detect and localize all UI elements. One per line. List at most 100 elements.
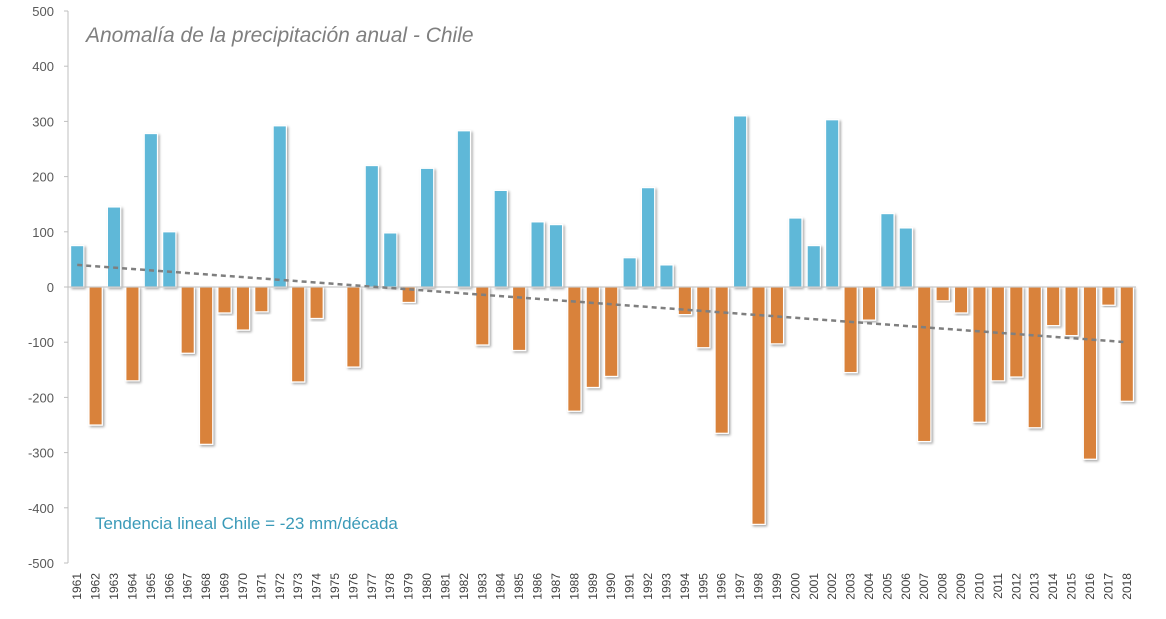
bar-1969: [217, 286, 232, 314]
bar-2014: [1045, 286, 1061, 327]
bar-1971: [254, 286, 269, 313]
y-tick-label: 100: [32, 225, 54, 240]
bar-2013: [1027, 286, 1042, 429]
x-tick-label: 1983: [475, 573, 489, 600]
y-tick-label: 300: [32, 114, 54, 129]
bar-1993: [659, 264, 674, 288]
bar-1970: [235, 286, 251, 331]
x-tick-label: 1980: [420, 573, 434, 600]
bar-2016: [1082, 286, 1098, 460]
y-tick-label: -100: [28, 335, 54, 350]
bar-2010: [972, 286, 987, 423]
bar-2002: [824, 119, 840, 288]
bar-2009: [953, 286, 969, 314]
bar-1967: [180, 286, 195, 354]
x-tick-label: 1972: [273, 573, 287, 600]
x-tick-label: 1994: [678, 573, 692, 600]
x-tick-label: 1962: [89, 573, 103, 600]
x-tick-label: 1963: [107, 573, 121, 600]
bar-1990: [603, 286, 619, 378]
x-tick-label: 1968: [199, 573, 213, 600]
y-tick-label: -400: [28, 501, 54, 516]
x-tick-label: 1967: [181, 573, 195, 600]
y-axis: 500 400 300 200 100 0 -100 -200 -300 -400 -500: [28, 4, 69, 571]
x-tick-label: 1975: [328, 573, 342, 600]
x-tick-label: 1961: [70, 573, 84, 600]
x-tick-label: 2006: [899, 573, 913, 600]
x-tick-label: 2008: [936, 573, 950, 600]
bar-2008: [935, 286, 950, 302]
x-tick-label: 2004: [862, 573, 876, 600]
bar-1986: [530, 221, 545, 288]
x-tick-label: 2003: [844, 573, 858, 600]
bar-1963: [106, 206, 122, 288]
bar-1964: [125, 286, 140, 382]
x-tick-label: 1995: [696, 573, 710, 600]
y-tick-label: 400: [32, 59, 54, 74]
y-tick-label: -300: [28, 446, 54, 461]
bar-1998: [751, 286, 766, 525]
x-tick-label: 1997: [733, 573, 747, 600]
bar-2017: [1101, 286, 1116, 306]
x-tick-label: 1996: [715, 573, 729, 600]
x-tick-label: 1976: [346, 573, 360, 600]
x-tick-label: 2014: [1046, 573, 1060, 600]
x-tick-label: 2018: [1120, 573, 1134, 600]
x-tick-label: 2012: [1009, 573, 1023, 600]
x-tick-label: 1984: [494, 573, 508, 600]
bar-1966: [162, 231, 177, 288]
trend-line: [77, 263, 1127, 344]
x-tick-label: 1990: [604, 573, 618, 600]
x-tick-label: 2010: [972, 573, 986, 600]
x-tick-label: 2015: [1065, 573, 1079, 600]
y-tick-label: 200: [32, 170, 54, 185]
x-tick-label: 1991: [623, 573, 637, 600]
bar-2004: [861, 286, 877, 321]
bar-1973: [290, 286, 306, 383]
x-tick-label: 1973: [291, 573, 305, 600]
trend-annotation: Tendencia lineal Chile = -23 mm/década: [95, 514, 398, 533]
bars: [69, 115, 1135, 525]
x-tick-label: 2007: [917, 573, 931, 600]
bar-1995: [696, 286, 711, 349]
y-tick-label: 0: [47, 280, 54, 295]
bar-1968: [198, 286, 214, 445]
bar-1996: [714, 286, 729, 434]
y-tick-label: -500: [28, 556, 54, 571]
x-tick-label: 1985: [512, 573, 526, 600]
x-tick-label: 2017: [1101, 573, 1115, 600]
x-tick-label: 1999: [770, 573, 784, 600]
bar-1980: [419, 167, 435, 288]
x-tick-label: 1970: [236, 573, 250, 600]
bar-1962: [88, 286, 103, 426]
bar-1992: [640, 187, 656, 288]
bar-1978: [383, 232, 398, 288]
x-tick-label: 2016: [1083, 573, 1097, 600]
x-tick-label: 1979: [402, 573, 416, 600]
x-tick-label: 1981: [438, 573, 452, 600]
x-axis: 1961 1962 1963 1964 1965 1966 1967 1968 1969 1970…: [70, 573, 1134, 600]
bar-1997: [732, 115, 748, 288]
bar-2001: [806, 245, 821, 288]
x-tick-label: 1993: [659, 573, 673, 600]
bar-1987: [548, 224, 564, 288]
x-tick-label: 2009: [954, 573, 968, 600]
x-tick-label: 2001: [807, 573, 821, 600]
x-tick-label: 2011: [991, 573, 1005, 599]
y-tick-label: 500: [32, 4, 54, 19]
bar-1972: [272, 125, 287, 288]
x-tick-label: 1964: [125, 573, 139, 600]
bar-2015: [1064, 286, 1079, 337]
bar-2007: [917, 286, 932, 443]
x-tick-label: 1971: [254, 573, 268, 600]
bar-1984: [493, 189, 508, 288]
bar-1976: [346, 286, 361, 368]
x-tick-label: 1982: [457, 573, 471, 600]
bar-2018: [1119, 286, 1135, 402]
x-tick-label: 2013: [1028, 573, 1042, 600]
x-tick-label: 1966: [162, 573, 176, 600]
x-tick-label: 1977: [365, 573, 379, 600]
bar-2005: [880, 212, 895, 288]
x-tick-label: 2002: [825, 573, 839, 600]
